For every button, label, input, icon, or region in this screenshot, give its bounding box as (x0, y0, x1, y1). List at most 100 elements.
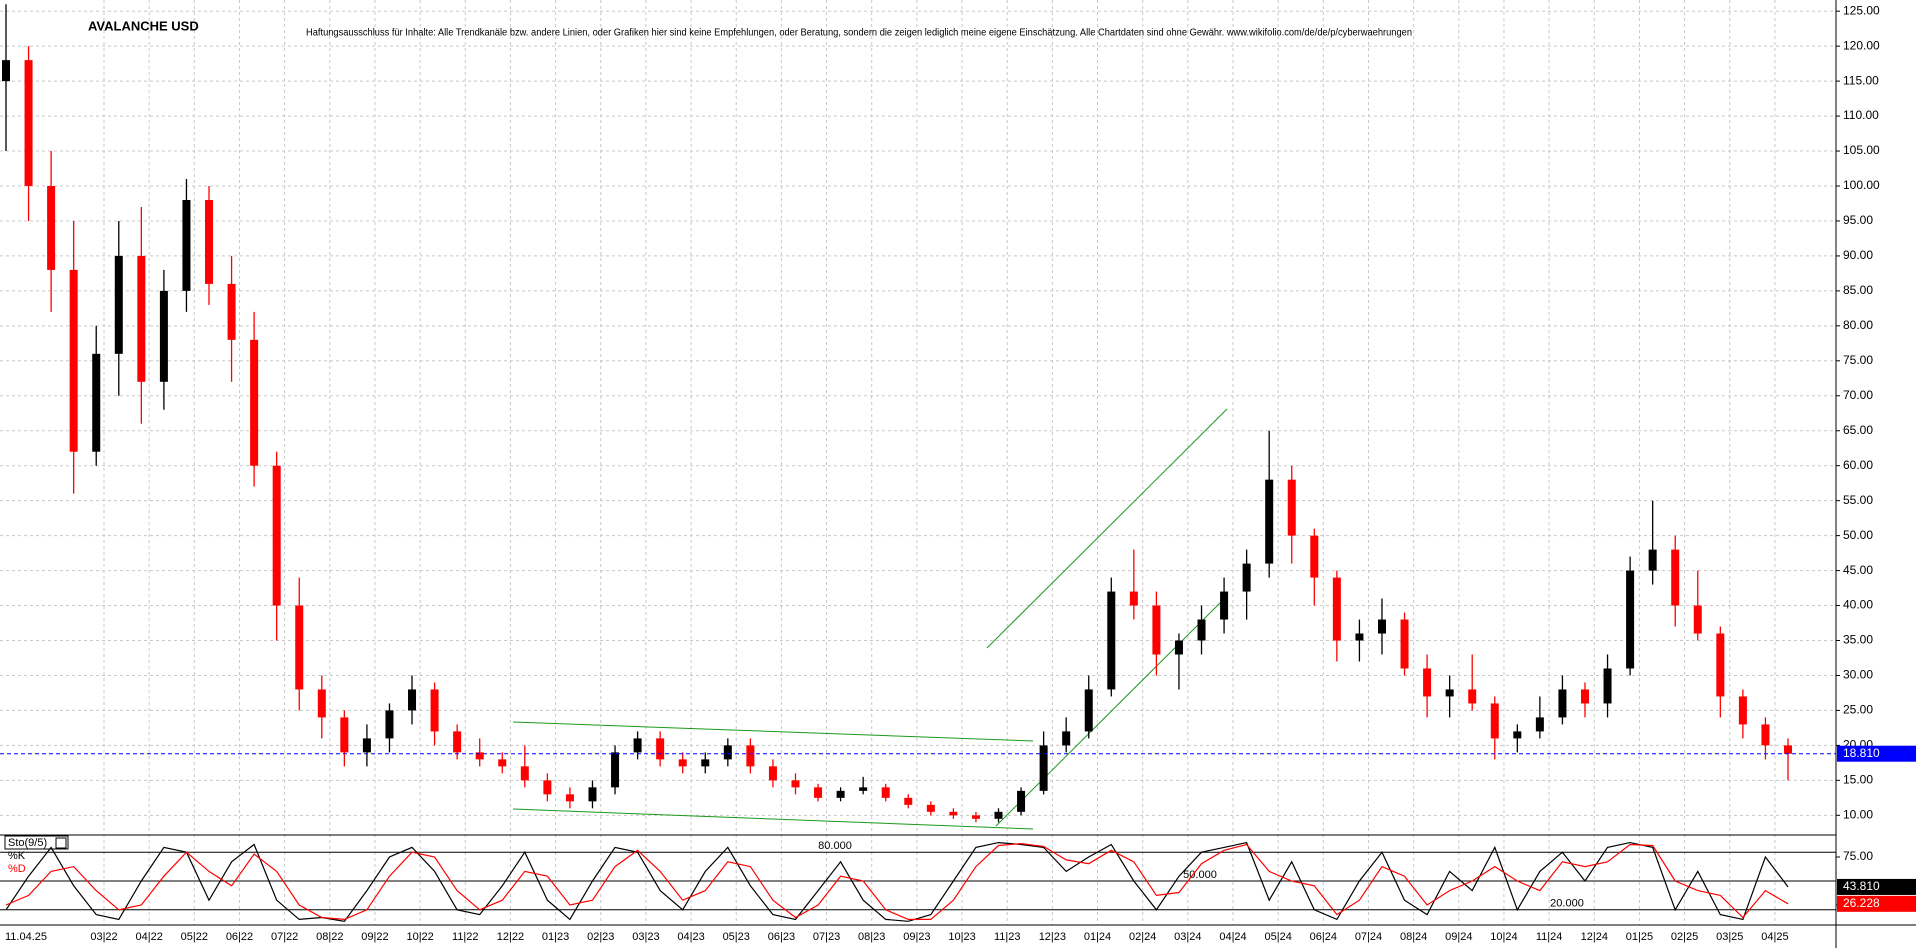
candle-body (814, 787, 823, 798)
candle-body (926, 804, 935, 812)
x-tick-label: 05|22 (181, 931, 208, 943)
candle-body (1220, 591, 1229, 620)
candle-body (1039, 745, 1048, 791)
candle-body (1377, 619, 1386, 634)
candle-body (114, 255, 123, 354)
y-tick-label: 125.00 (1843, 3, 1880, 17)
candle-body (1265, 479, 1274, 564)
y-tick-label: 50.00 (1843, 528, 1873, 542)
level-label: 50.000 (1183, 869, 1217, 881)
legend-label: %D (8, 863, 26, 875)
disclaimer: Haftungsausschluss für Inhalte: Alle Tre… (306, 28, 1412, 39)
x-tick-label: 12|23 (1039, 931, 1066, 943)
x-tick-label: 02|24 (1129, 931, 1156, 943)
candle-body (362, 738, 371, 753)
candle-body (1332, 577, 1341, 641)
candle-body (881, 787, 890, 798)
stoch-line (5, 841, 1789, 922)
candle-body (1535, 717, 1544, 732)
candle-body (1084, 689, 1093, 732)
x-tick-label: 03|22 (90, 931, 117, 943)
candle-body (1445, 689, 1454, 697)
candle-body (295, 605, 304, 690)
candle-body (1129, 591, 1138, 606)
value-label: 26.228 (1843, 896, 1880, 910)
x-tick-label: 04|23 (677, 931, 704, 943)
x-tick-label: 11|24 (1536, 931, 1563, 943)
x-tick-label: 09|24 (1445, 931, 1472, 943)
candle-body (1693, 605, 1702, 634)
x-tick-label: 04|25 (1761, 931, 1788, 943)
candle-body (633, 738, 642, 753)
candle-body (2, 60, 10, 82)
candle-body (1423, 668, 1432, 697)
candle-body (791, 780, 800, 788)
grid-layer (0, 0, 1836, 925)
x-tick-label: 05|23 (723, 931, 750, 943)
candle-body (1716, 633, 1725, 697)
level-label: 20.000 (1550, 898, 1584, 910)
trendline (995, 595, 1228, 827)
candle-body (250, 339, 259, 466)
x-tick-label: 01|23 (542, 931, 569, 943)
y-tick-label: 120.00 (1843, 38, 1880, 52)
candle-body (656, 738, 665, 760)
y-tick-label: 40.00 (1843, 598, 1873, 612)
y-tick-label: 10.00 (1843, 807, 1873, 821)
x-tick-label: 01|24 (1084, 931, 1111, 943)
candle-body (588, 787, 597, 802)
candle-body (1197, 619, 1206, 641)
y-tick-label: 110.00 (1843, 108, 1879, 122)
candle-body (1603, 668, 1612, 704)
legend-toggle[interactable] (55, 837, 67, 849)
candle-body (1738, 696, 1747, 725)
trendline (512, 808, 1034, 830)
x-tick-label: 07|24 (1355, 931, 1382, 943)
candle-body (1107, 591, 1116, 690)
y-tick-label: 45.00 (1843, 563, 1873, 577)
trendline (986, 408, 1228, 649)
candle-body (611, 752, 620, 788)
candle-body (1671, 549, 1680, 606)
candle-body (430, 689, 439, 732)
legend-title: Sto(9/5) (8, 837, 47, 849)
legend-label: %K (8, 850, 26, 862)
candle-body (1558, 689, 1567, 718)
x-tick-label: 07|23 (813, 931, 840, 943)
candle-body (47, 185, 56, 270)
x-tick-label: 03|25 (1716, 931, 1743, 943)
candle-body (1580, 689, 1589, 704)
x-tick-label: 02|25 (1671, 931, 1698, 943)
x-tick-label: 12|24 (1581, 931, 1608, 943)
candle-body (859, 787, 868, 791)
y-tick-label: 60.00 (1843, 458, 1873, 472)
last-price-label: 18.810 (1843, 746, 1880, 760)
value-label: 43.810 (1843, 879, 1880, 893)
x-tick-label: 11|23 (994, 931, 1021, 943)
x-tick-label: 09|23 (903, 931, 930, 943)
candle-body (1490, 703, 1499, 739)
stoch-line (5, 842, 1789, 921)
candle-body (272, 465, 281, 606)
candle-body (137, 255, 146, 382)
x-tick-label: 05|24 (1264, 931, 1291, 943)
candle-body (1017, 790, 1026, 812)
y-tick-label: 35.00 (1843, 633, 1873, 647)
y-tick-label: 85.00 (1843, 283, 1873, 297)
x-tick-label: 09|22 (361, 931, 388, 943)
candle-body (1626, 570, 1635, 669)
y-tick-label: 25.00 (1843, 703, 1873, 717)
x-tick-label: 10|23 (948, 931, 975, 943)
x-tick-label: 08|24 (1400, 931, 1427, 943)
candle-body (904, 797, 913, 805)
candle-body (498, 759, 507, 767)
x-tick-label: 07|22 (271, 931, 298, 943)
candle-body (92, 353, 101, 452)
value-box (1837, 878, 1916, 895)
legend-box (4, 835, 69, 850)
candle-body (1761, 724, 1770, 746)
x-tick-label: 04|24 (1219, 931, 1246, 943)
candle-body (24, 60, 33, 186)
candle-body (475, 752, 484, 760)
